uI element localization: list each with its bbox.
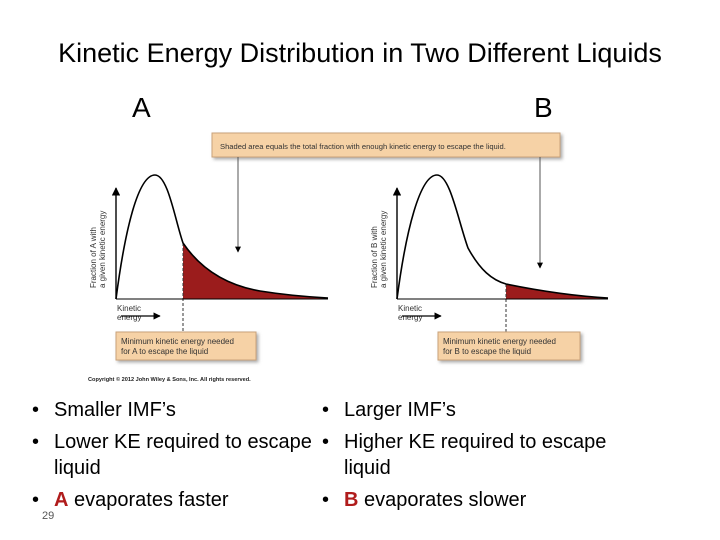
panel-b: Fraction of B with a given kinetic energ… [370,174,609,361]
panel-a-y-label-2: a given kinetic energy [98,211,107,288]
bullet-accent-letter: A [54,489,69,511]
panel-b-distribution-curve [396,174,609,300]
panel-a-x-label-2: energy [117,313,141,322]
bullet-text: Lower KE required to escape liquid [54,431,312,479]
panel-b-callout-line-1: Minimum kinetic energy needed [443,337,556,346]
panel-a: Fraction of A with a given kinetic energ… [88,174,329,383]
bullet-dot-icon: • [322,489,330,511]
bullet-item: • A evaporates faster [28,487,328,513]
bullet-text: evaporates slower [358,489,527,511]
bullet-item: • Lower KE required to escape liquid [28,429,328,481]
bullet-dot-icon: • [322,431,330,453]
bullet-text: Larger IMF’s [344,399,456,421]
bullet-text: Higher KE required to escape liquid [344,431,607,479]
panel-a-y-label-1: Fraction of A with [89,227,98,288]
liquid-a-label: A [132,92,151,123]
bullet-item: • B evaporates slower [318,487,618,513]
panel-b-x-label-2: energy [398,313,422,322]
panel-a-distribution-curve [115,174,329,300]
panel-b-y-label-1: Fraction of B with [370,226,379,288]
copyright-text: Copyright © 2012 John Wiley & Sons, Inc.… [88,376,251,383]
bullet-item: • Larger IMF’s [318,397,618,423]
panel-a-callout-line-2: for A to escape the liquid [121,347,208,356]
top-callout-text: Shaded area equals the total fraction wi… [220,142,506,151]
bullet-dot-icon: • [32,399,40,421]
kinetic-energy-figure: Shaded area equals the total fraction wi… [88,132,609,383]
bullet-item: • Smaller IMF’s [28,397,328,423]
panel-b-callout-line-2: for B to escape the liquid [443,347,531,356]
panel-b-callout-box [437,331,581,361]
panel-b-y-label-2: a given kinetic energy [379,211,388,288]
panel-a-x-label-1: Kinetic [117,304,141,313]
panel-a-callout-box [115,331,257,361]
bullet-dot-icon: • [32,431,40,453]
panel-a-shaded-area [183,243,328,299]
bullet-accent-letter: B [344,489,359,511]
liquid-b-label: B [534,92,553,123]
bullet-text: evaporates faster [68,489,229,511]
bullet-dot-icon: • [32,489,40,511]
bullet-list-a: • Smaller IMF’s • Lower KE required to esc… [28,397,328,519]
bullet-item: • Higher KE required to escape liquid [318,429,618,481]
panel-a-callout-line-1: Minimum kinetic energy needed [121,337,234,346]
slide-title: Kinetic Energy Distribution in Two Diffe… [58,38,662,68]
bullet-list-b: • Larger IMF’s • Higher KE required to esc… [318,397,618,519]
panel-b-shaded-area [506,284,608,299]
bullet-dot-icon: • [322,399,330,421]
top-callout-box [211,132,561,158]
bullet-text: Smaller IMF’s [54,399,176,421]
panel-b-x-label-1: Kinetic [398,304,422,313]
page-number: 29 [42,510,55,522]
